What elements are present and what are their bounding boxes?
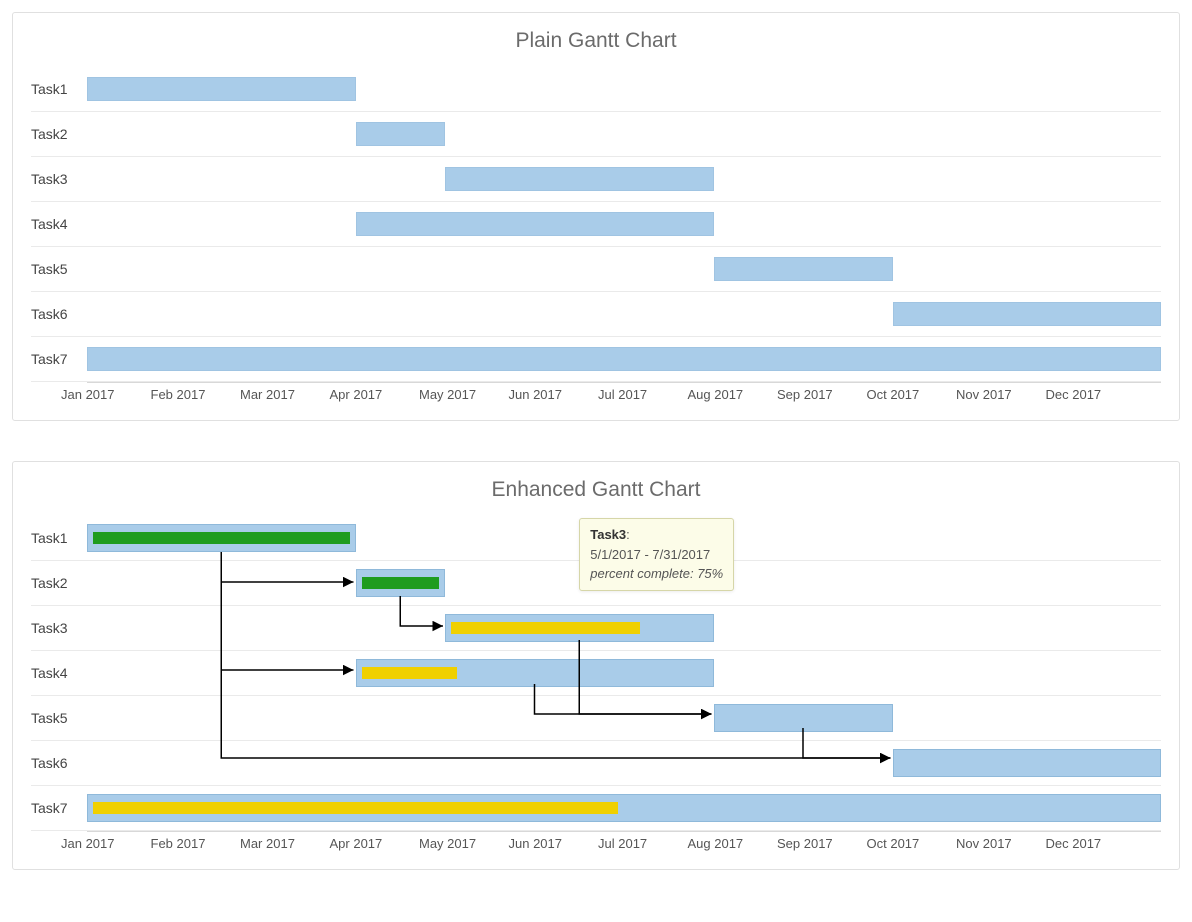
- axis-label: Jan 2017: [61, 387, 115, 402]
- axis-label: Mar 2017: [240, 836, 295, 851]
- axis-label: Nov 2017: [956, 387, 1012, 402]
- axis-label: Aug 2017: [688, 387, 744, 402]
- task-bar[interactable]: [356, 122, 446, 146]
- task-bar[interactable]: [87, 77, 356, 101]
- x-axis: Jan 2017Feb 2017Mar 2017Apr 2017May 2017…: [87, 382, 1161, 402]
- axis-label: Feb 2017: [151, 387, 206, 402]
- axis-label: Mar 2017: [240, 387, 295, 402]
- task-bar[interactable]: [893, 749, 1162, 777]
- enhanced-gantt-body: Task1 Task2 Task3 Task4 Task5 Task6 Task7 Jan 2…: [31, 516, 1161, 851]
- axis-label: Aug 2017: [688, 836, 744, 851]
- tooltip-daterange: 5/1/2017 - 7/31/2017: [590, 545, 723, 565]
- task-bar[interactable]: [714, 704, 893, 732]
- axis-label: Jul 2017: [598, 387, 647, 402]
- axis-label: Apr 2017: [330, 387, 383, 402]
- task-track: [87, 247, 1161, 291]
- axis-label: May 2017: [419, 836, 476, 851]
- task-label: Task5: [31, 710, 87, 726]
- enhanced-gantt-panel: Enhanced Gantt Chart Task1Task2Task3Task…: [12, 461, 1180, 870]
- progress-bar: [93, 532, 350, 544]
- task-track: [87, 292, 1161, 336]
- axis-label: Oct 2017: [867, 836, 920, 851]
- progress-bar: [451, 622, 640, 634]
- axis-label: Oct 2017: [867, 387, 920, 402]
- task-tooltip: Task3:5/1/2017 - 7/31/2017percent comple…: [579, 518, 734, 591]
- gantt-row: Task6: [31, 292, 1161, 337]
- axis-label: Feb 2017: [151, 836, 206, 851]
- task-label: Task2: [31, 126, 87, 142]
- task-track: [87, 157, 1161, 201]
- task-label: Task3: [31, 171, 87, 187]
- axis-label: Jun 2017: [509, 387, 563, 402]
- task-label: Task2: [31, 575, 87, 591]
- task-track: [87, 67, 1161, 111]
- task-label: Task3: [31, 620, 87, 636]
- task-track: [87, 112, 1161, 156]
- task-bar[interactable]: [87, 347, 1161, 371]
- task-track: [87, 696, 1161, 740]
- task-bar[interactable]: [356, 212, 714, 236]
- gantt-row: Task5: [31, 247, 1161, 292]
- gantt-row: Task7: [31, 337, 1161, 382]
- axis-label: Dec 2017: [1046, 836, 1102, 851]
- plain-gantt-panel: Plain Gantt Chart Task1Task2Task3Task4Ta…: [12, 12, 1180, 421]
- task-label: Task7: [31, 800, 87, 816]
- axis-label: Nov 2017: [956, 836, 1012, 851]
- axis-label: Jul 2017: [598, 836, 647, 851]
- gantt-row: Task2: [31, 112, 1161, 157]
- task-bar[interactable]: [445, 167, 714, 191]
- task-label: Task4: [31, 216, 87, 232]
- progress-bar: [362, 577, 439, 589]
- axis-tick: Dec 2017: [1072, 387, 1162, 402]
- gantt-row: Task5: [31, 696, 1161, 741]
- axis-label: Jan 2017: [61, 836, 115, 851]
- task-bar[interactable]: [893, 302, 1162, 326]
- task-track: [87, 786, 1161, 830]
- task-track: [87, 741, 1161, 785]
- task-label: Task6: [31, 306, 87, 322]
- gantt-row: Task4: [31, 202, 1161, 247]
- gantt-row: Task6: [31, 741, 1161, 786]
- axis-label: Sep 2017: [777, 836, 833, 851]
- axis-label: May 2017: [419, 387, 476, 402]
- tooltip-title: Task3: [590, 527, 626, 542]
- gantt-row: Task3: [31, 157, 1161, 202]
- enhanced-gantt-title: Enhanced Gantt Chart: [31, 478, 1161, 502]
- gantt-row: Task1: [31, 67, 1161, 112]
- task-label: Task7: [31, 351, 87, 367]
- axis-label: Dec 2017: [1046, 387, 1102, 402]
- plain-gantt-body: Task1 Task2 Task3 Task4 Task5 Task6 Task7 Jan 2…: [31, 67, 1161, 402]
- task-label: Task4: [31, 665, 87, 681]
- task-track: [87, 606, 1161, 650]
- gantt-row: Task3: [31, 606, 1161, 651]
- axis-label: Jun 2017: [509, 836, 563, 851]
- plain-gantt-title: Plain Gantt Chart: [31, 29, 1161, 53]
- gantt-row: Task4: [31, 651, 1161, 696]
- task-label: Task5: [31, 261, 87, 277]
- task-track: [87, 337, 1161, 381]
- axis-label: Apr 2017: [330, 836, 383, 851]
- x-axis: Jan 2017Feb 2017Mar 2017Apr 2017May 2017…: [87, 831, 1161, 851]
- progress-bar: [93, 802, 618, 814]
- gantt-row: Task7: [31, 786, 1161, 831]
- task-label: Task6: [31, 755, 87, 771]
- axis-label: Sep 2017: [777, 387, 833, 402]
- tooltip-progress: percent complete: 75%: [590, 564, 723, 584]
- axis-tick: Dec 2017: [1072, 836, 1162, 851]
- progress-bar: [362, 667, 457, 679]
- task-bar[interactable]: [714, 257, 893, 281]
- task-track: [87, 651, 1161, 695]
- task-label: Task1: [31, 530, 87, 546]
- task-label: Task1: [31, 81, 87, 97]
- task-track: [87, 202, 1161, 246]
